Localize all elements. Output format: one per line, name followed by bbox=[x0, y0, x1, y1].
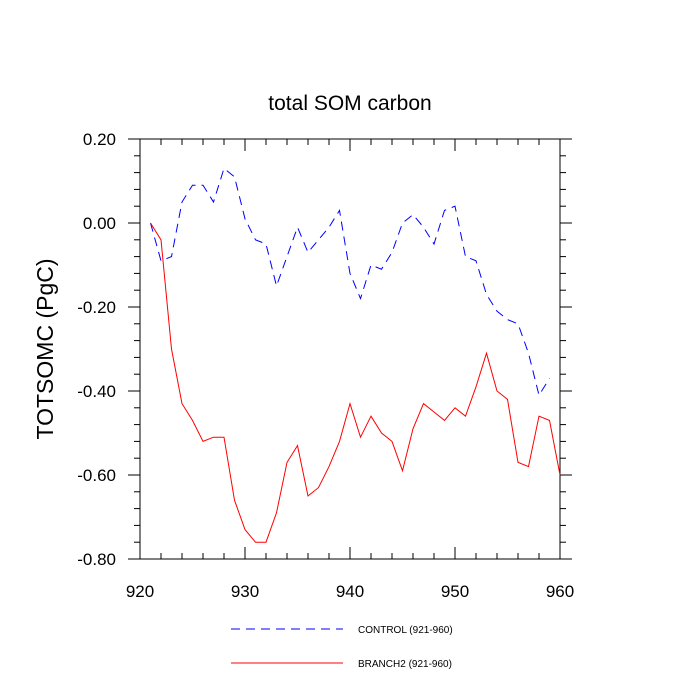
y-tick-label: -0.60 bbox=[77, 466, 116, 485]
minor-ticks bbox=[134, 139, 566, 559]
y-tick-label: -0.40 bbox=[77, 382, 116, 401]
plot-frame bbox=[139, 138, 561, 560]
x-tick-label: 950 bbox=[441, 582, 469, 601]
chart-title: total SOM carbon bbox=[268, 92, 431, 115]
y-tick-label: 0.20 bbox=[83, 130, 116, 149]
y-axis-label: TOTSOMC (PgC) bbox=[32, 258, 58, 439]
x-tick-label: 940 bbox=[336, 582, 364, 601]
series-line-control bbox=[150, 167, 550, 397]
x-tick-label: 920 bbox=[126, 582, 154, 601]
legend-label-branch2: BRANCH2 (921-960) bbox=[358, 659, 452, 670]
series-layer bbox=[150, 167, 561, 543]
tick-labels: 920 930 940 950 960 0.20 0.00 -0.20 -0.40 -0.60 -0… bbox=[77, 130, 574, 601]
x-tick-label: 960 bbox=[546, 582, 574, 601]
x-tick-label: 930 bbox=[231, 582, 259, 601]
legend: CONTROL (921-960) BRANCH2 (921-960) bbox=[231, 625, 453, 670]
major-ticks bbox=[128, 138, 572, 560]
y-tick-label: 0.00 bbox=[83, 214, 116, 233]
legend-label-control: CONTROL (921-960) bbox=[358, 625, 453, 636]
y-tick-label: -0.80 bbox=[77, 550, 116, 569]
y-tick-label: -0.20 bbox=[77, 298, 116, 317]
series-line-branch2 bbox=[150, 222, 561, 543]
